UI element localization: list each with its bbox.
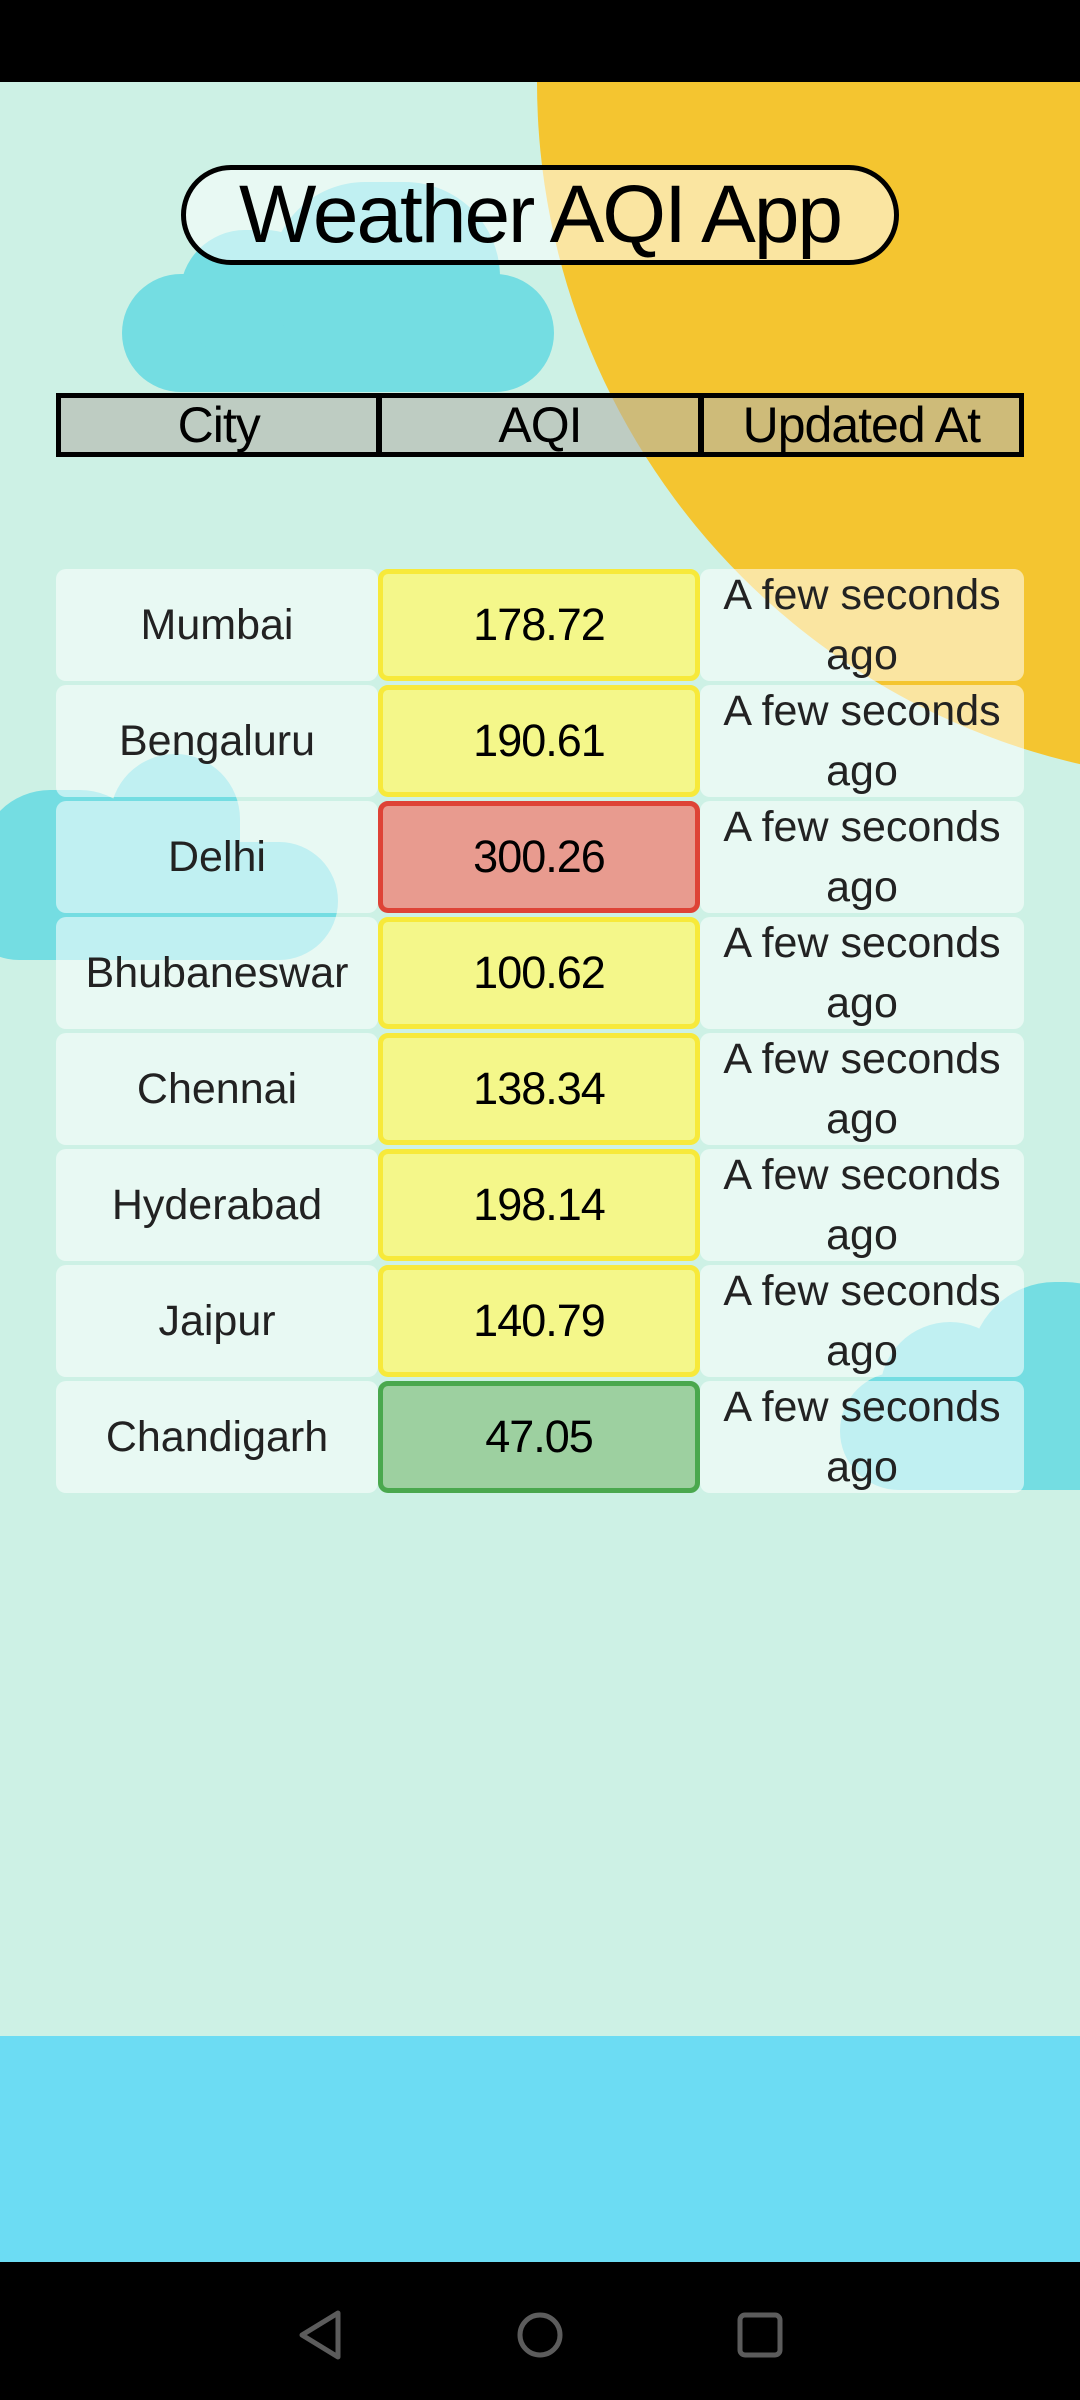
city-cell: Jaipur [56, 1265, 378, 1377]
navigation-bar [0, 2262, 1080, 2400]
updated-at-cell: A few seconds ago [700, 1149, 1024, 1261]
city-cell: Chandigarh [56, 1381, 378, 1493]
updated-at-cell: A few seconds ago [700, 801, 1024, 913]
updated-at-cell: A few seconds ago [700, 1381, 1024, 1493]
table-header: City AQI Updated At [56, 393, 1024, 457]
table-row: Chennai 138.34 A few seconds ago [56, 1033, 1024, 1149]
city-cell: Hyderabad [56, 1149, 378, 1261]
aqi-value-cell: 300.26 [378, 801, 700, 913]
city-cell: Delhi [56, 801, 378, 913]
aqi-table-body: Mumbai 178.72 A few seconds ago Bengalur… [56, 569, 1024, 1497]
aqi-value-cell: 190.61 [378, 685, 700, 797]
table-row: Jaipur 140.79 A few seconds ago [56, 1265, 1024, 1381]
aqi-value-cell: 138.34 [378, 1033, 700, 1145]
aqi-value-cell: 47.05 [378, 1381, 700, 1493]
table-row: Chandigarh 47.05 A few seconds ago [56, 1381, 1024, 1497]
table-row: Hyderabad 198.14 A few seconds ago [56, 1149, 1024, 1265]
recents-square-icon[interactable] [730, 2305, 790, 2365]
updated-at-cell: A few seconds ago [700, 569, 1024, 681]
table-row: Mumbai 178.72 A few seconds ago [56, 569, 1024, 685]
aqi-value-cell: 100.62 [378, 917, 700, 1029]
city-cell: Chennai [56, 1033, 378, 1145]
aqi-value-cell: 198.14 [378, 1149, 700, 1261]
updated-at-cell: A few seconds ago [700, 1265, 1024, 1377]
aqi-value-cell: 140.79 [378, 1265, 700, 1377]
updated-at-cell: A few seconds ago [700, 917, 1024, 1029]
status-bar [0, 0, 1080, 82]
page-title: Weather AQI App [181, 165, 899, 265]
home-circle-icon[interactable] [510, 2305, 570, 2365]
table-row: Bhubaneswar 100.62 A few seconds ago [56, 917, 1024, 1033]
aqi-value-cell: 178.72 [378, 569, 700, 681]
bottom-band [0, 2036, 1080, 2262]
city-cell: Bengaluru [56, 685, 378, 797]
city-cell: Bhubaneswar [56, 917, 378, 1029]
updated-at-cell: A few seconds ago [700, 685, 1024, 797]
column-header-updated: Updated At [697, 397, 1019, 453]
updated-at-cell: A few seconds ago [700, 1033, 1024, 1145]
city-cell: Mumbai [56, 569, 378, 681]
table-row: Bengaluru 190.61 A few seconds ago [56, 685, 1024, 801]
column-header-city: City [177, 397, 261, 453]
back-triangle-icon[interactable] [292, 2305, 352, 2365]
column-header-aqi: AQI [376, 397, 697, 453]
table-row: Delhi 300.26 A few seconds ago [56, 801, 1024, 917]
